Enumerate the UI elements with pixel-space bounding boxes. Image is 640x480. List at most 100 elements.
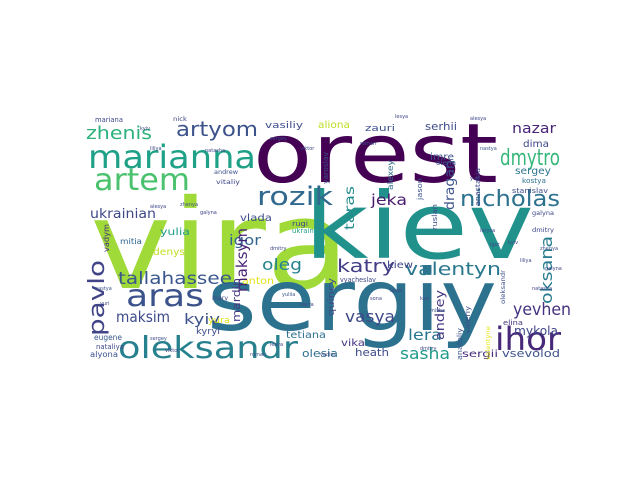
word-oleksandr: oleksandr xyxy=(118,331,299,366)
word-alexey: alexey xyxy=(386,160,395,190)
word-sergiy: sergiy xyxy=(207,251,497,351)
word-ihor: ihor xyxy=(495,320,562,358)
word-sergey: sergey xyxy=(515,166,551,177)
word-anatoliy: anatoliy xyxy=(456,328,464,360)
word-andrey: andrey xyxy=(433,290,447,340)
word-filler: liliya xyxy=(520,258,532,264)
word-filler: natasha xyxy=(205,148,225,154)
word-denys: denys xyxy=(153,247,185,258)
word-zhenya: galyna xyxy=(532,210,554,217)
word-filler: kyiv xyxy=(140,126,150,132)
word-pavlo: pavlo xyxy=(85,260,110,336)
word-mariana: mariana xyxy=(95,116,123,124)
word-rozik: rozik xyxy=(257,182,333,212)
word-filler: yuri xyxy=(470,176,480,182)
word-anton: anton xyxy=(242,276,274,287)
word-dima: dima xyxy=(523,139,549,150)
word-filler: nastya xyxy=(480,146,497,152)
word-filler: galyna xyxy=(200,210,217,216)
word-filler: vadim xyxy=(320,352,336,358)
word-filler: larysa xyxy=(480,228,495,234)
word-anastasia: anastasia xyxy=(474,168,482,206)
word-yevhen: yevhen xyxy=(513,300,571,320)
word-filler: alesya xyxy=(150,204,166,210)
word-mitia: mitia xyxy=(120,237,142,246)
word-sergii: sergii xyxy=(462,349,498,360)
word-ukrainian: ukrainian xyxy=(90,207,156,222)
word-cloud-background xyxy=(80,117,560,367)
word-kostya: kostya xyxy=(522,177,546,185)
word-taras: taras xyxy=(343,186,358,230)
word-quincy: quincy xyxy=(327,277,337,316)
word-vadym: vadym xyxy=(102,224,111,252)
word-oleksandr-small: oleksandr xyxy=(500,269,507,304)
word-tetiana: tetiana xyxy=(286,330,326,341)
word-vsevolod: vsevolod xyxy=(502,347,560,360)
word-filler: lesya xyxy=(395,114,408,120)
word-serhii: serhii xyxy=(425,120,457,133)
word-filler: roman xyxy=(360,141,376,147)
word-filler: viktor xyxy=(165,348,180,354)
word-nazar: nazar xyxy=(512,121,556,137)
word-alyona: alyona xyxy=(90,350,118,359)
word-eugene: eugene xyxy=(94,333,122,342)
word-valentyne: valentyne xyxy=(485,326,492,360)
word-imre: imre xyxy=(430,152,454,163)
word-galyna: dmitry xyxy=(532,227,554,234)
word-jeka: jeka xyxy=(370,191,407,209)
word-mardin: mardin xyxy=(230,278,243,322)
word-filler: dmitry xyxy=(420,346,436,352)
word-filler: galyna xyxy=(545,266,562,272)
word-aras: aras xyxy=(126,279,204,314)
word-filler: igor xyxy=(490,242,501,248)
word-filler: lavia xyxy=(390,288,402,294)
word-yura: yura xyxy=(208,316,230,326)
word-filler: sergey xyxy=(150,336,167,342)
word-oksana: oksana xyxy=(537,236,556,304)
word-mykola: mykola xyxy=(514,324,558,338)
word-zauri: zauri xyxy=(365,124,395,134)
word-mary: mary xyxy=(212,295,228,302)
word-vyacheslav: vyacheslav xyxy=(340,276,376,284)
word-elina: elina xyxy=(503,319,523,327)
word-nick: nick xyxy=(173,116,188,123)
word-filler: lesya xyxy=(270,342,283,348)
word-vira: vira xyxy=(90,174,350,318)
word-filler: liliya xyxy=(150,146,162,152)
word-filler: roman xyxy=(250,352,266,358)
word-olena: olena xyxy=(436,159,456,167)
word-vasiliy: vasiliy xyxy=(265,121,304,131)
word-artyom: artyom xyxy=(176,117,258,141)
word-filler: zhenya xyxy=(180,202,198,208)
word-filler: viktor xyxy=(300,146,315,152)
word-lera: lera xyxy=(408,326,442,344)
word-filler: savra xyxy=(300,302,314,308)
word-oleg: oleg xyxy=(262,255,302,274)
word-filler: yuliia xyxy=(282,292,295,298)
word-yulia: yulia xyxy=(160,227,190,238)
word-nicholas: nicholas xyxy=(460,187,560,212)
word-rugi: rugi xyxy=(292,220,308,228)
word-vika: vika xyxy=(341,338,365,349)
word-olesia: olesia xyxy=(302,347,338,360)
word-dmytro: dmytro xyxy=(500,146,560,171)
word-heath: heath xyxy=(355,346,389,359)
word-igor: igor xyxy=(229,233,261,249)
word-filler: sergey xyxy=(270,136,287,142)
word-filler: kari xyxy=(420,296,429,302)
word-kyiv: kyiv xyxy=(184,312,220,328)
word-filler: kyiv xyxy=(508,240,518,246)
word-kyryl: kyryl xyxy=(196,327,220,337)
word-zhenis: zhenis xyxy=(86,123,152,144)
word-ruslan: ruslan xyxy=(431,204,439,230)
word-filler: misha xyxy=(430,308,445,314)
word-valeriy: valeriy xyxy=(464,306,472,334)
word-tallahassee: tallahassee xyxy=(118,269,232,289)
word-stanislav: stanislav xyxy=(512,187,548,195)
word-filler: nastya xyxy=(95,286,112,292)
word-filler: yuri xyxy=(100,301,110,307)
word-orest: orest xyxy=(253,107,498,202)
word-maksim: maksim xyxy=(116,308,170,326)
word-kiew: kiew xyxy=(387,260,413,271)
word-filler: dmitry xyxy=(270,246,286,252)
